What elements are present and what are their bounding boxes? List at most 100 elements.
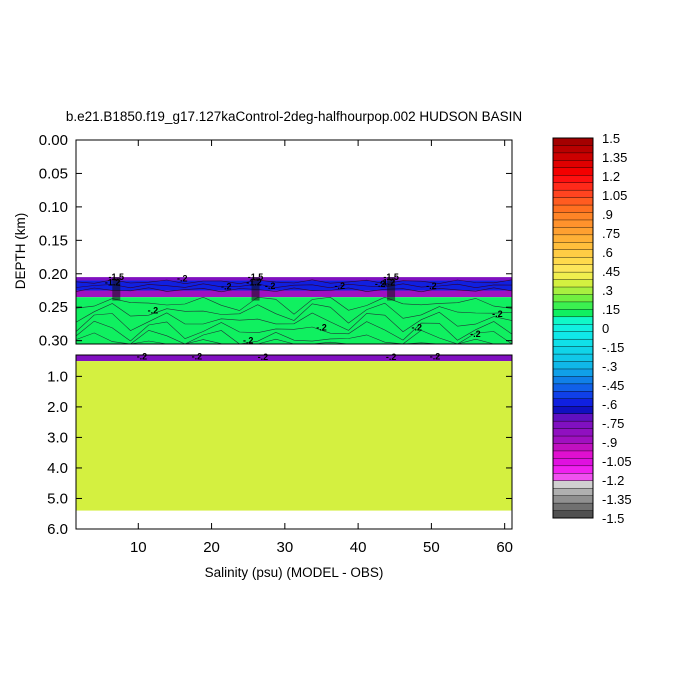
dense-contour-cluster-1 [251,277,260,301]
contour-label-7: -.2 [221,281,232,291]
lower-y-tick-label-0: 1.0 [47,368,68,385]
contour-label-14: -.2 [243,336,254,346]
contour-label-18: -.2 [137,352,148,362]
x-tick-label-1: 20 [203,539,220,556]
upper-panel: 0.00 0.05 0.10 0.15 0.20 0.25 0.30 -1.5 -1.5 -1.5… [39,132,513,350]
contour-label-8: -.2 [265,281,276,291]
colorbar-label-8: .3 [602,283,613,298]
contour-label-11: -.2 [426,281,437,291]
contour-label-1: -1.5 [248,272,264,282]
lower-layer-0 [76,355,512,362]
chart-title: b.e21.B1850.f19_g17.127kaControl-2deg-ha… [66,109,522,124]
colorbar-swatch-5 [552,175,594,184]
colorbar-swatch-1 [552,145,594,154]
colorbar-swatch-8 [552,197,594,206]
colorbar-label-16: -.9 [602,435,617,450]
contour-line-1 [75,302,513,324]
upper-frame [75,139,513,345]
colorbar: 1.5 1.35 1.2 1.05 .9 .75 .6 .45 .3 .15 0 -.15 -.3 -.4… [552,131,632,526]
contour-line-3 [75,320,513,342]
colorbar-swatch-31 [552,368,594,377]
contour-label-3: -1.2 [105,277,121,287]
y-axis-label: DEPTH (km) [13,213,28,290]
x-tick-label-3: 40 [350,539,367,556]
colorbar-swatch-36 [552,406,594,415]
x-tick-label-4: 50 [423,539,440,556]
colorbar-swatch-16 [552,257,594,266]
colorbar-swatch-28 [552,346,594,355]
colorbar-swatch-27 [552,338,594,348]
colorbar-swatch-11 [552,219,594,228]
magenta-contour-2 [75,287,513,293]
dense-contour-cluster-2 [387,277,396,301]
colorbar-frame [552,137,594,519]
colorbar-swatch-25 [552,324,594,333]
colorbar-label-12: -.3 [602,359,617,374]
contour-label-15: -.2 [316,322,327,332]
contour-label-13: -.2 [492,309,503,319]
contour-label-9: -.2 [335,281,346,291]
dense-contour-cluster-0 [112,277,121,301]
upper-y-tick-label-0: 0.00 [39,132,68,149]
colorbar-swatch-50 [552,510,594,519]
contour-line-4 [75,329,513,345]
colorbar-swatch-32 [552,376,594,385]
magenta-contour-0 [75,279,513,285]
colorbar-swatch-4 [552,167,594,176]
colorbar-swatch-19 [552,279,594,288]
colorbar-swatch-7 [552,189,594,199]
x-tick-label-2: 30 [276,539,293,556]
colorbar-swatch-24 [552,316,594,325]
colorbar-swatch-20 [552,286,594,295]
contour-label-5: -1.2 [380,277,396,287]
x-axis-label: Salinity (psu) (MODEL - OBS) [205,565,384,580]
colorbar-label-11: -.15 [602,340,624,355]
colorbar-swatch-21 [552,294,594,303]
colorbar-swatch-18 [552,271,594,281]
colorbar-swatch-13 [552,234,594,243]
contour-label-22: -.2 [430,352,441,362]
colorbar-swatch-35 [552,398,594,407]
colorbar-label-9: .15 [602,302,620,317]
colorbar-swatch-23 [552,309,594,318]
lower-frame [75,354,513,530]
contour-label-6: -.2 [177,273,188,283]
colorbar-label-5: .75 [602,226,620,241]
colorbar-label-0: 1.5 [602,131,620,146]
colorbar-swatch-33 [552,383,594,392]
magenta-contour-1 [75,283,513,289]
upper-y-tick-label-2: 0.10 [39,199,68,216]
colorbar-swatch-38 [552,420,594,430]
x-axis: 10 20 30 40 50 60 [130,140,513,556]
colorbar-swatch-10 [552,212,594,221]
upper-layer-0 [76,140,512,278]
upper-y-tick-label-1: 0.05 [39,165,68,182]
contour-label-21: -.2 [386,352,397,362]
colorbar-swatch-15 [552,249,594,258]
colorbar-swatch-47 [552,487,594,497]
colorbar-label-18: -1.2 [602,473,624,488]
contour-line-0 [75,296,513,315]
colorbar-label-2: 1.2 [602,169,620,184]
lower-y-tick-label-5: 6.0 [47,521,68,538]
lower-y-tick-label-1: 2.0 [47,399,68,416]
colorbar-swatch-30 [552,361,594,370]
colorbar-swatch-49 [552,502,594,512]
upper-y-tick-label-5: 0.25 [39,299,68,316]
upper-layer-3 [76,290,512,298]
colorbar-swatch-22 [552,301,594,310]
colorbar-swatch-46 [552,480,594,489]
colorbar-label-13: -.45 [602,378,624,393]
colorbar-label-20: -1.5 [602,511,624,526]
upper-layer-1 [76,277,512,281]
contour-label-2: -1.5 [383,272,399,282]
colorbar-label-1: 1.35 [602,150,627,165]
lower-y-tick-label-2: 3.0 [47,429,68,446]
contour-line-2 [75,311,513,333]
contour-label-19: -.2 [192,352,203,362]
colorbar-swatch-39 [552,428,594,437]
x-tick-label-0: 10 [130,539,147,556]
colorbar-label-10: 0 [602,321,609,336]
colorbar-swatch-40 [552,435,594,444]
lower-panel: 1.0 2.0 3.0 4.0 5.0 6.0 -.2 -.2 -.2 -.2 -.2 [47,352,513,538]
